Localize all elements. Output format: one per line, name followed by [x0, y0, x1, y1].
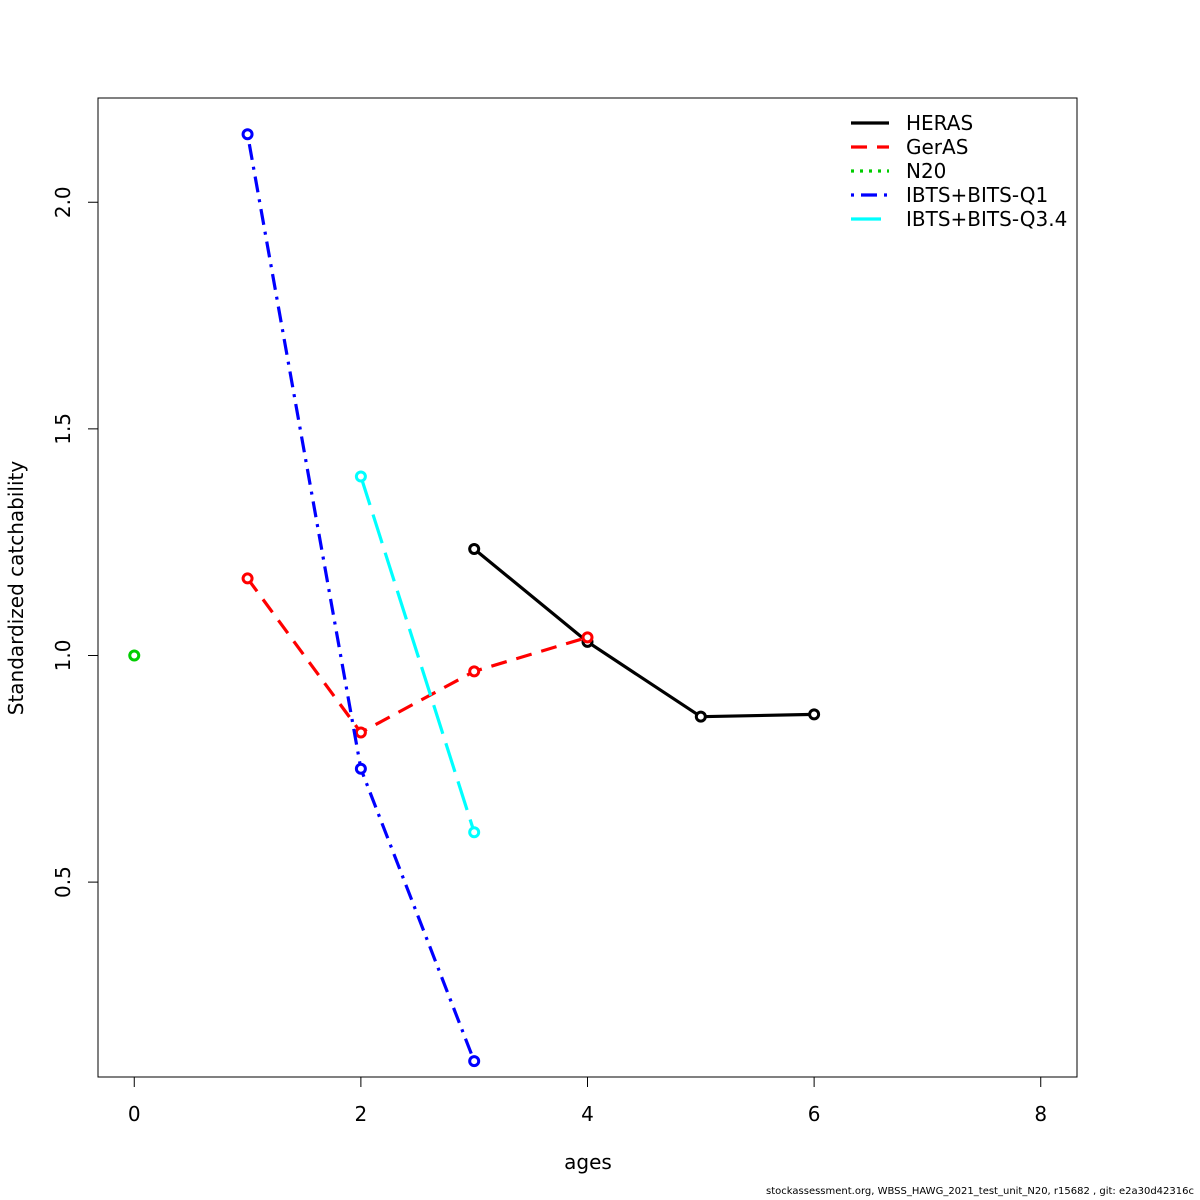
axes: 0 2 4 6 8 0.5 1.0 1.5 2.0: [51, 186, 1047, 1126]
data-point: [694, 710, 707, 723]
series-geras: [241, 572, 594, 739]
legend-item: N20: [851, 159, 946, 183]
data-point: [468, 1055, 481, 1068]
x-tick-label: 4: [581, 1102, 594, 1126]
series-line: [246, 577, 588, 735]
legend-label: HERAS: [906, 111, 973, 135]
data-point: [468, 542, 481, 555]
legend-item: GerAS: [851, 135, 968, 159]
y-tick-label: 0.5: [51, 866, 75, 898]
data-point: [241, 572, 254, 585]
series-ibts-bits-q3-4: [354, 470, 481, 839]
series-line: [245, 133, 476, 1062]
y-tick-label: 2.0: [51, 186, 75, 218]
series-line: [359, 475, 476, 833]
series-n20: [128, 649, 141, 662]
data-point: [241, 128, 254, 141]
x-tick-label: 6: [808, 1102, 821, 1126]
y-tick-label: 1.5: [51, 413, 75, 445]
series-ibts-bits-q1: [241, 128, 481, 1068]
legend-label: IBTS+BITS-Q3.4: [906, 207, 1067, 231]
x-tick-label: 8: [1034, 1102, 1047, 1126]
legend-item: HERAS: [851, 111, 973, 135]
legend-label: GerAS: [906, 135, 968, 159]
data-point: [354, 470, 367, 483]
x-tick-label: 0: [128, 1102, 141, 1126]
data-point: [468, 665, 481, 678]
data-point: [354, 726, 367, 739]
data-point: [128, 649, 141, 662]
x-tick-label: 2: [355, 1102, 368, 1126]
legend-item: IBTS+BITS-Q1: [851, 183, 1048, 207]
y-axis-label: Standardized catchability: [4, 461, 28, 716]
series-heras: [468, 542, 821, 723]
plot-area-frame: [97, 97, 1078, 1078]
data-point: [468, 826, 481, 839]
y-tick-label: 1.0: [51, 640, 75, 672]
legend-label: N20: [906, 159, 946, 183]
series-layer: [128, 128, 821, 1068]
legend-item: IBTS+BITS-Q3.4: [851, 207, 1067, 231]
x-axis-label: ages: [564, 1150, 612, 1174]
legend-label: IBTS+BITS-Q1: [906, 183, 1048, 207]
data-point: [808, 708, 821, 721]
data-point: [354, 762, 367, 775]
footer-note: stockassessment.org, WBSS_HAWG_2021_test…: [766, 1186, 1194, 1197]
data-point: [581, 631, 594, 644]
series-line: [473, 547, 815, 719]
